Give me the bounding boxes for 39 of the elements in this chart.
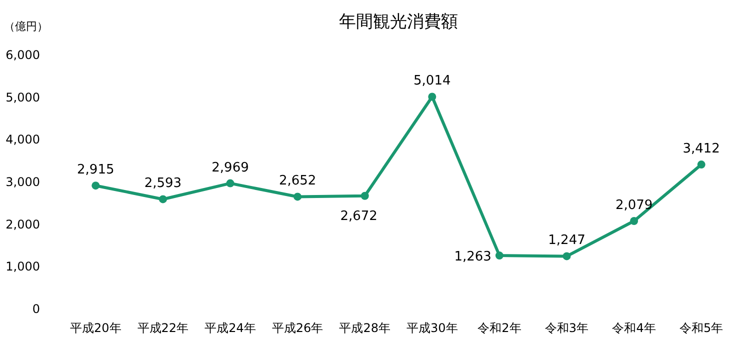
x-tick-label: 平成26年 [272,321,324,335]
x-tick-label: 平成20年 [70,321,122,335]
data-label: 2,593 [144,176,182,192]
data-label: 1,263 [454,250,492,265]
x-tick-label: 平成24年 [204,321,256,335]
data-label: 2,969 [212,160,249,176]
data-label: 2,915 [77,162,114,178]
point [428,92,436,101]
point [495,252,504,260]
chart-title: 年間観光消費額 [339,12,458,32]
y-tick-label: 6,000 [6,48,40,62]
y-tick-label: 0 [32,302,40,316]
x-tick-label: 令和4年 [612,321,656,335]
data-label: 1,247 [548,233,586,248]
x-tick-label: 平成30年 [406,321,458,335]
point [630,216,638,225]
point [92,182,100,190]
y-tick-label: 5,000 [6,90,40,104]
y-tick-label: 3,000 [6,175,40,189]
point [360,192,369,200]
point [562,252,571,260]
data-label: 2,652 [278,174,316,189]
data-label: 3,412 [682,142,720,157]
y-axis-title: （億円） [4,20,48,33]
point [226,179,234,188]
point [294,192,302,201]
x-tick-label: 平成28年 [339,321,390,335]
y-tick-label: 2,000 [6,217,40,232]
y-tick-label: 4,000 [6,132,40,147]
x-tick-label: 令和2年 [478,321,522,335]
data-label: 2,079 [615,198,653,213]
y-tick-label: 1,000 [6,260,40,274]
point [158,195,167,204]
data-label: 2,672 [340,208,378,224]
data-label: 5,014 [414,74,451,89]
point [697,160,706,169]
x-tick-label: 令和5年 [680,321,724,335]
x-tick-label: 平成22年 [137,321,189,335]
x-tick-label: 令和3年 [544,321,589,335]
